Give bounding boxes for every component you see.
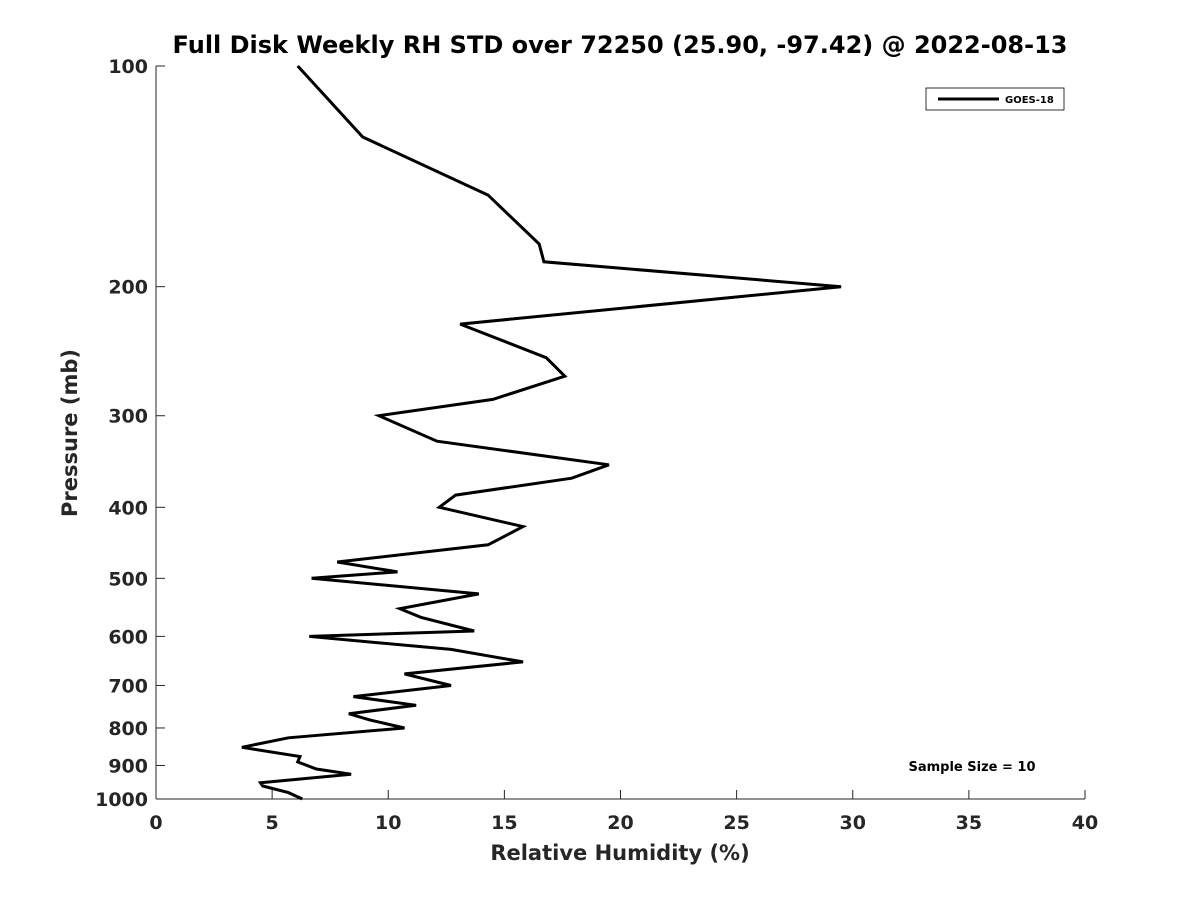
y-tick-label: 1000 bbox=[95, 789, 148, 811]
series-layer bbox=[241, 64, 842, 801]
x-tick-label: 10 bbox=[375, 812, 401, 834]
x-tick-label: 15 bbox=[491, 812, 517, 834]
sample-size-annotation: Sample Size = 10 bbox=[908, 760, 1035, 775]
y-tick-label: 300 bbox=[108, 406, 148, 428]
y-tick-label: 500 bbox=[108, 568, 148, 590]
plot-frame bbox=[155, 66, 1085, 800]
legend-label-goes-18: GOES-18 bbox=[1005, 95, 1054, 106]
legend: GOES-18 bbox=[925, 87, 1065, 111]
x-tick-label: 20 bbox=[607, 812, 633, 834]
y-tick-label: 700 bbox=[108, 675, 148, 697]
y-tick-label: 800 bbox=[108, 718, 148, 740]
y-tick-label: 200 bbox=[108, 277, 148, 299]
x-tick-label: 30 bbox=[840, 812, 866, 834]
y-axis: 100 200 300 400 500 600 700 800 900 1000 bbox=[95, 56, 165, 811]
y-axis-label: Pressure (mb) bbox=[58, 349, 82, 517]
y-tick-label: 100 bbox=[108, 56, 148, 78]
x-tick-label: 35 bbox=[956, 812, 982, 834]
x-axis: 0 5 10 15 20 25 30 35 40 bbox=[149, 790, 1098, 834]
y-tick-label: 600 bbox=[108, 626, 148, 648]
x-tick-label: 5 bbox=[266, 812, 279, 834]
x-tick-label: 25 bbox=[723, 812, 749, 834]
y-tick-label: 900 bbox=[108, 755, 148, 777]
x-axis-label: Relative Humidity (%) bbox=[490, 841, 749, 865]
series-line-goes-18 bbox=[241, 64, 842, 801]
x-tick-label: 0 bbox=[149, 812, 162, 834]
x-tick-label: 40 bbox=[1072, 812, 1098, 834]
chart-title: Full Disk Weekly RH STD over 72250 (25.9… bbox=[173, 31, 1068, 59]
y-tick-label: 400 bbox=[108, 497, 148, 519]
